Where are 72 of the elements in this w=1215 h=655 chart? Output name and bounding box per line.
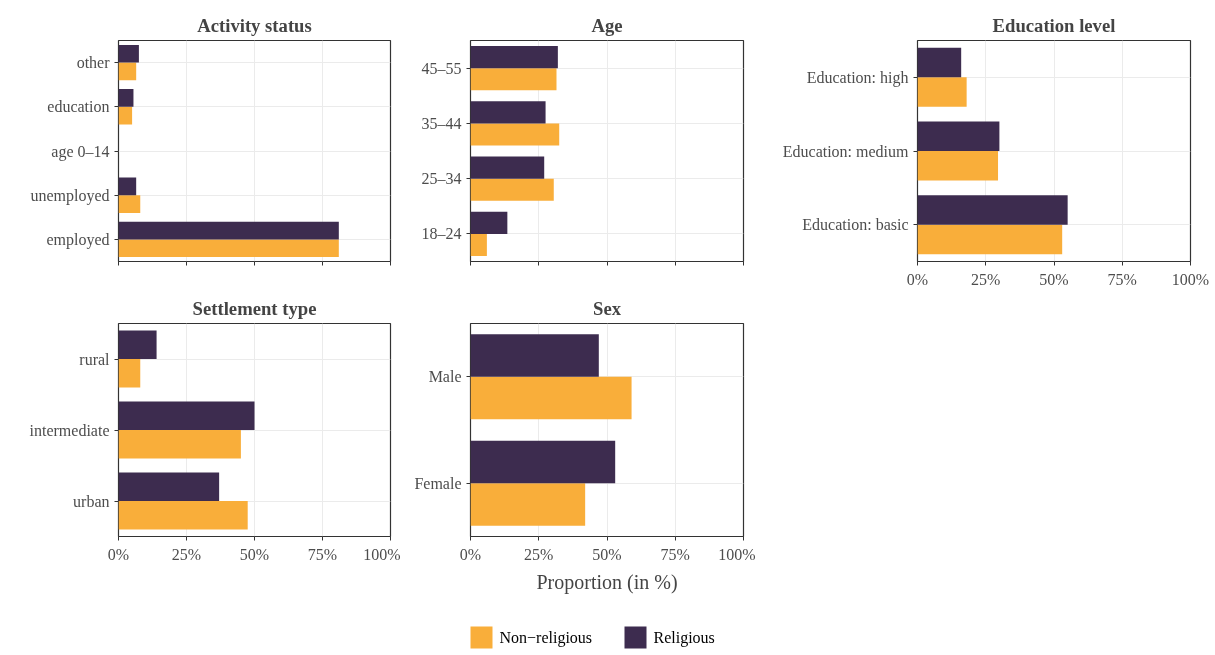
bar	[118, 62, 137, 81]
x-tick-label: 100%	[363, 545, 401, 563]
bar	[917, 151, 999, 181]
x-tick-label: 25%	[524, 545, 554, 563]
y-tick-label: education	[47, 98, 110, 116]
bar	[917, 224, 1063, 255]
bar	[917, 77, 967, 107]
chart-title: Education level	[992, 14, 1116, 36]
chart-title: Sex	[593, 297, 622, 319]
bar	[118, 330, 157, 359]
bar	[118, 89, 134, 107]
y-tick-label: age 0–14	[51, 142, 110, 161]
y-tick-label: employed	[46, 230, 110, 249]
bar	[917, 121, 1000, 151]
bar	[470, 123, 560, 146]
x-tick-label: 0%	[107, 545, 130, 563]
y-tick-label: Education: basic	[802, 216, 909, 234]
x-tick-label: 0%	[459, 545, 482, 563]
bar	[118, 401, 255, 430]
y-tick-label: Education: high	[806, 68, 909, 87]
bar	[470, 68, 557, 91]
y-tick-label: rural	[79, 350, 111, 368]
y-tick-label: intermediate	[29, 421, 110, 439]
bar	[470, 211, 508, 234]
y-tick-label: Education: medium	[782, 142, 910, 160]
x-tick-label: 25%	[171, 545, 202, 563]
bar	[470, 156, 545, 179]
y-tick-label: other	[76, 54, 111, 72]
x-tick-label: 100%	[1171, 270, 1210, 288]
y-tick-label: 35–44	[421, 114, 462, 132]
bar	[470, 233, 487, 256]
y-tick-label: urban	[73, 492, 110, 510]
chart-title: Settlement type	[192, 297, 317, 319]
x-tick-label: 75%	[1107, 270, 1137, 288]
x-tick-label: 75%	[307, 545, 338, 563]
x-tick-label: 0%	[906, 270, 929, 288]
legend-label: Religious	[653, 629, 715, 647]
y-tick-label: 45–55	[421, 59, 462, 77]
y-tick-label: 25–34	[421, 170, 462, 188]
bar	[118, 239, 339, 258]
x-tick-label: 25%	[971, 270, 1001, 288]
bar	[118, 106, 133, 125]
x-tick-label: 75%	[660, 545, 690, 563]
bar	[118, 501, 248, 530]
bar	[470, 178, 554, 201]
bar	[917, 195, 1068, 225]
bar	[118, 195, 141, 213]
x-tick-label: 50%	[239, 545, 270, 563]
y-tick-label: Female	[414, 474, 462, 492]
chart-title: Activity status	[197, 14, 312, 36]
x-tick-label: 100%	[718, 545, 756, 563]
bar	[470, 334, 599, 377]
x-tick-label: 50%	[592, 545, 622, 563]
y-tick-label: 18–24	[421, 225, 462, 243]
x-axis-title: Proportion (in %)	[536, 570, 678, 594]
bar	[118, 359, 141, 388]
legend-label: Non−religious	[499, 629, 593, 647]
bar	[118, 177, 137, 196]
bar	[470, 440, 616, 484]
bar	[470, 46, 558, 69]
bar	[118, 430, 241, 459]
bar	[470, 376, 632, 420]
x-tick-label: 50%	[1039, 270, 1069, 288]
chart-title: Age	[591, 14, 623, 36]
y-tick-label: unemployed	[30, 186, 110, 205]
y-tick-label: Male	[428, 368, 462, 386]
bar	[470, 101, 546, 124]
bar	[118, 44, 139, 63]
bar	[917, 47, 962, 78]
bar	[118, 221, 339, 240]
bar	[118, 472, 220, 501]
bar	[470, 483, 586, 526]
